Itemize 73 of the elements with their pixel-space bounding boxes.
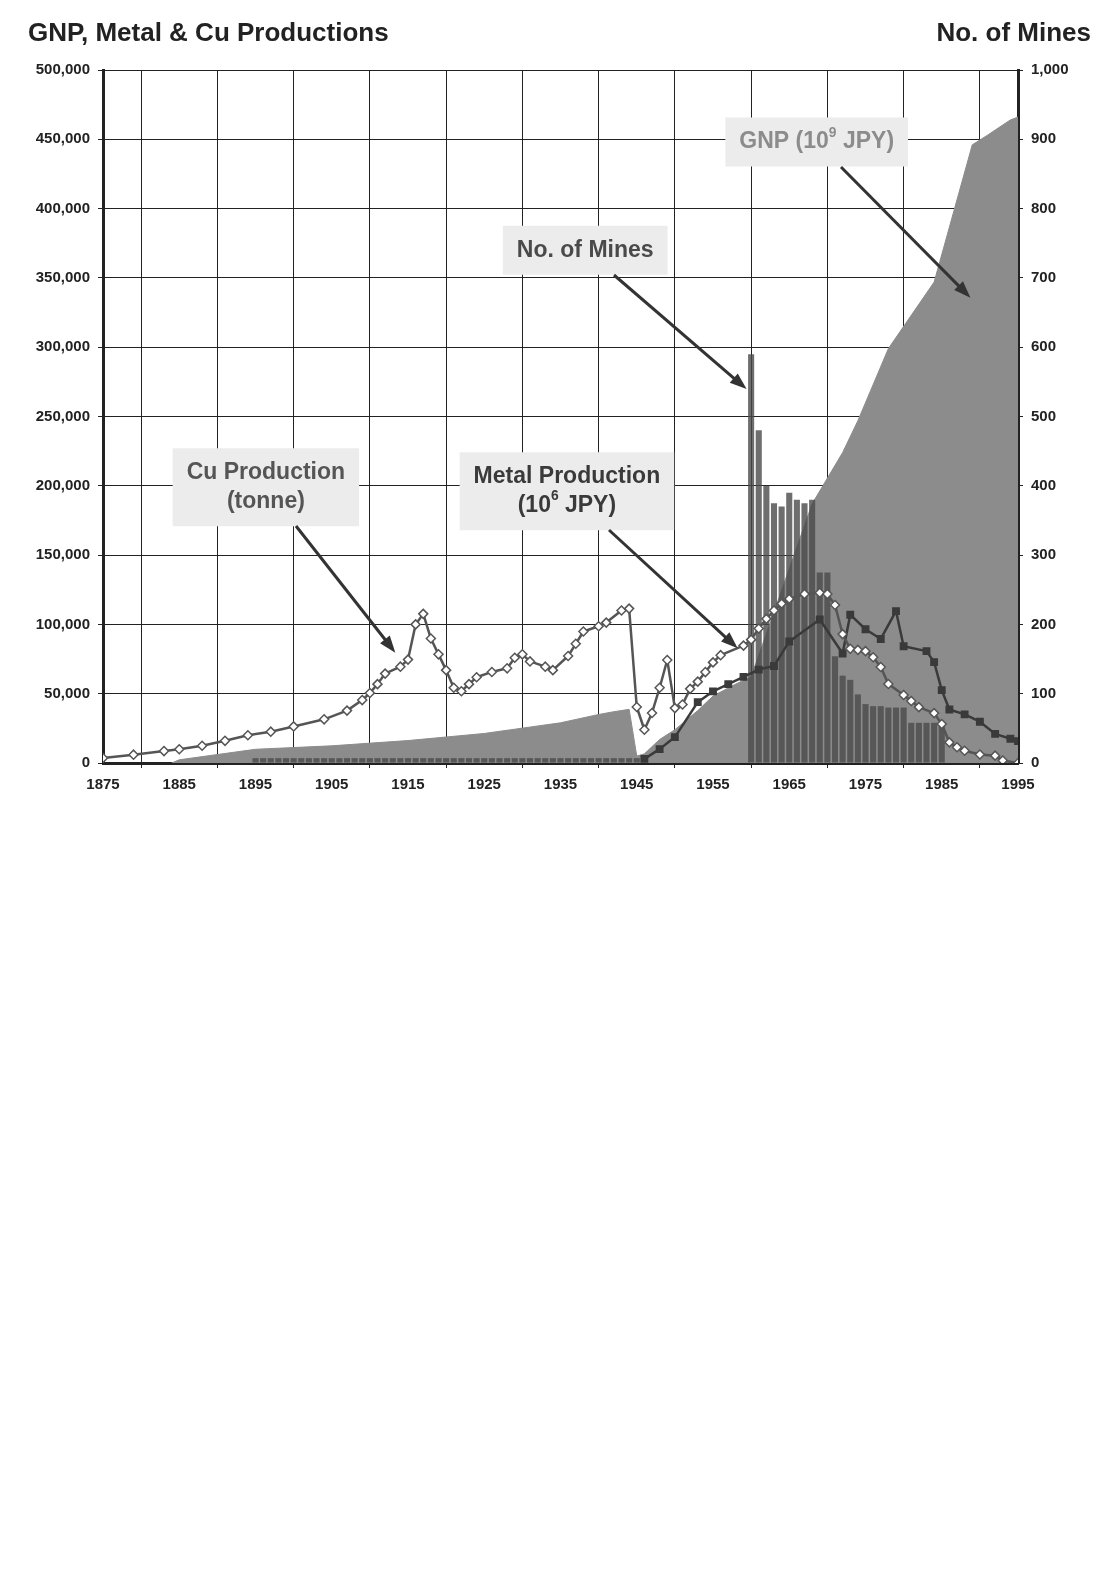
x-tick-label: 1965 [772, 775, 806, 793]
point [991, 729, 1000, 738]
point [785, 637, 794, 646]
y2-axis-title: No. of Mines [936, 17, 1091, 48]
text: Cu Production (tonne) [186, 458, 346, 514]
x-tick-label: 1875 [86, 775, 120, 793]
y2-tick-label: 600 [1031, 337, 1057, 355]
y-tick-label: 450,000 [35, 129, 90, 147]
y2-tick-label: 0 [1031, 753, 1040, 771]
bar [343, 758, 351, 763]
x-tick-label: 1905 [315, 775, 349, 793]
point [960, 710, 969, 719]
point [655, 745, 664, 754]
bar [282, 758, 290, 763]
point [693, 698, 702, 707]
point [899, 642, 908, 651]
y2-tick-label: 100 [1031, 683, 1057, 701]
y-tick-label: 100,000 [35, 614, 90, 632]
point [876, 635, 885, 643]
bar [587, 758, 595, 763]
bar [892, 707, 900, 763]
x-tick-label: 1945 [620, 775, 654, 793]
y2-tick-label: 1,000 [1031, 60, 1069, 78]
point [930, 658, 939, 667]
point [846, 610, 855, 619]
point [922, 647, 931, 656]
bar [526, 758, 534, 763]
y-tick-label: 400,000 [35, 198, 90, 216]
bar [831, 656, 839, 763]
point [670, 733, 679, 742]
y2-tick-label: 400 [1031, 475, 1057, 493]
y-tick-label: 350,000 [35, 268, 90, 286]
y-tick-label: 0 [81, 753, 90, 771]
y-tick-label: 300,000 [35, 337, 90, 355]
point [640, 754, 649, 763]
text: No. of Mines [516, 235, 654, 262]
point [892, 607, 900, 616]
y2-tick-label: 900 [1031, 129, 1057, 147]
chart-title: GNP, Metal & Cu Productions [28, 17, 389, 48]
x-tick-label: 1995 [1001, 775, 1035, 793]
point [945, 705, 954, 714]
point [1006, 734, 1015, 743]
x-tick-label: 1885 [162, 775, 196, 793]
x-tick-label: 1915 [391, 775, 425, 793]
x-tick-label: 1895 [238, 775, 273, 793]
y2-tick-label: 700 [1031, 268, 1057, 286]
point [754, 665, 763, 674]
y-tick-label: 200,000 [35, 475, 90, 493]
y-tick-label: 250,000 [35, 406, 90, 424]
bar [465, 758, 473, 763]
y-tick-label: 150,000 [35, 545, 90, 563]
bar [633, 758, 640, 763]
x-tick-label: 1975 [848, 775, 883, 793]
bar [404, 758, 412, 763]
point [770, 662, 778, 670]
point [709, 687, 717, 696]
point [815, 615, 824, 624]
point [975, 717, 984, 726]
x-tick-label: 1985 [925, 775, 959, 793]
x-tick-label: 1925 [467, 775, 501, 793]
y2-tick-label: 800 [1031, 198, 1057, 216]
y-tick-label: 50,000 [44, 683, 90, 701]
y2-tick-label: 500 [1031, 406, 1057, 424]
x-tick-label: 1955 [696, 775, 730, 793]
y2-tick-label: 300 [1031, 545, 1057, 563]
x-tick-label: 1935 [543, 775, 578, 793]
point [937, 686, 946, 695]
point [724, 680, 733, 689]
point [838, 649, 847, 658]
y2-tick-label: 200 [1031, 614, 1057, 632]
point [739, 673, 748, 681]
point [861, 625, 870, 634]
y-tick-label: 500,000 [35, 60, 90, 78]
